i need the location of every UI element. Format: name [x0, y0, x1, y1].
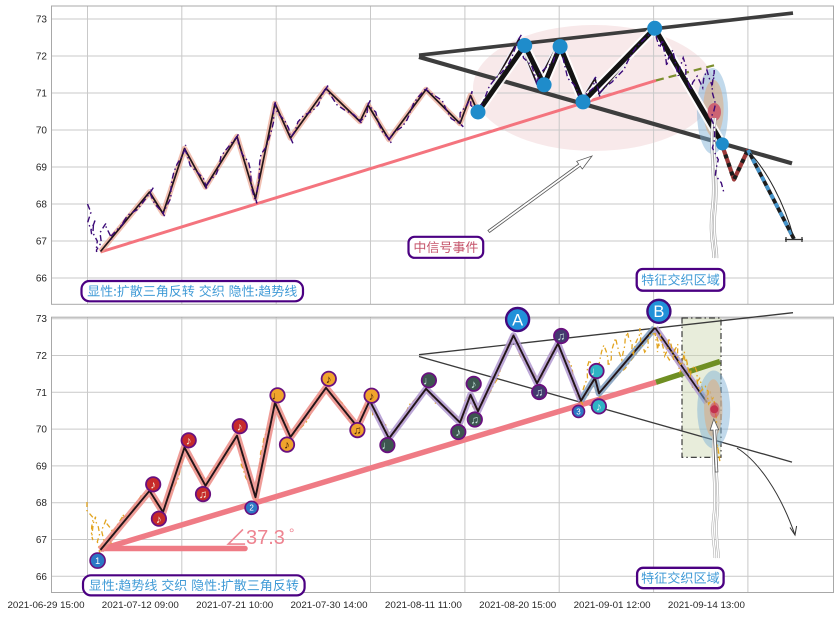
svg-text:♩: ♩ [423, 375, 435, 387]
svg-text:♩: ♩ [591, 366, 603, 378]
svg-text:70: 70 [36, 425, 48, 436]
svg-text:68: 68 [36, 200, 48, 211]
svg-text:2021-07-12 09:00: 2021-07-12 09:00 [102, 600, 179, 611]
svg-text:71: 71 [36, 89, 48, 100]
svg-text:1: 1 [95, 556, 100, 566]
svg-text:♩: ♩ [382, 440, 394, 452]
svg-text:♩: ♩ [272, 390, 284, 402]
svg-text:2021-06-29 15:00: 2021-06-29 15:00 [8, 600, 85, 611]
svg-text:70: 70 [36, 126, 48, 137]
svg-text:66: 66 [36, 274, 48, 285]
svg-text:68: 68 [36, 498, 48, 509]
svg-text:♪: ♪ [284, 440, 290, 452]
svg-text:2021-09-14 13:00: 2021-09-14 13:00 [668, 600, 745, 611]
svg-text:67: 67 [36, 237, 48, 248]
svg-text:♪: ♪ [471, 379, 477, 391]
svg-text:♪: ♪ [455, 427, 461, 439]
svg-text:♪: ♪ [596, 402, 602, 414]
svg-text:♫: ♫ [199, 489, 208, 501]
svg-text:3: 3 [576, 407, 581, 416]
svg-text:2021-08-11 11:00: 2021-08-11 11:00 [385, 600, 462, 611]
svg-text:72: 72 [36, 52, 48, 63]
svg-text:♪: ♪ [186, 435, 192, 447]
svg-text:♫: ♫ [470, 415, 479, 427]
svg-text:66: 66 [36, 572, 48, 583]
svg-text:A: A [512, 311, 523, 329]
svg-text:2021-09-01 12:00: 2021-09-01 12:00 [574, 600, 651, 611]
svg-text:♫: ♫ [353, 425, 362, 437]
svg-text:67: 67 [36, 535, 48, 546]
svg-text:2021-07-30 14:00: 2021-07-30 14:00 [291, 600, 368, 611]
svg-text:73: 73 [36, 15, 48, 26]
svg-text:2: 2 [249, 504, 254, 513]
svg-text:♪: ♪ [237, 421, 243, 433]
svg-text:♪: ♪ [156, 514, 162, 526]
svg-text:♪: ♪ [326, 374, 332, 386]
svg-text:♫: ♫ [557, 331, 566, 343]
svg-text:♪: ♪ [150, 479, 156, 491]
svg-text:2021-08-20 15:00: 2021-08-20 15:00 [479, 600, 556, 611]
svg-text:69: 69 [36, 461, 48, 472]
svg-text:B: B [653, 303, 664, 321]
svg-text:69: 69 [36, 163, 48, 174]
svg-text:73: 73 [36, 314, 48, 325]
svg-text:♪: ♪ [369, 391, 375, 403]
svg-text:♫: ♫ [535, 387, 544, 399]
svg-text:2021-07-21 10:00: 2021-07-21 10:00 [196, 600, 273, 611]
svg-text:72: 72 [36, 351, 48, 362]
svg-text:71: 71 [36, 388, 48, 399]
